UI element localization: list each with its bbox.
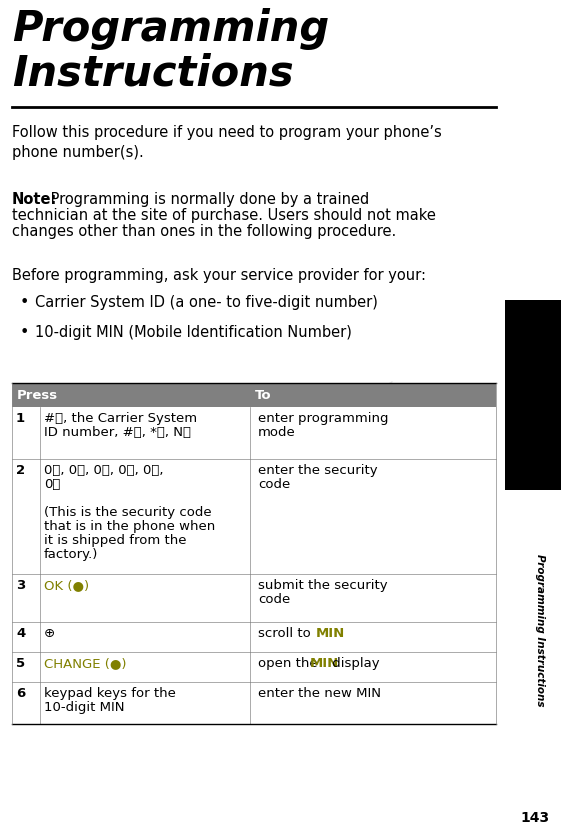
Text: 3: 3 bbox=[16, 579, 25, 592]
Bar bbox=[12, 407, 496, 459]
Text: Programming Instructions: Programming Instructions bbox=[535, 554, 545, 706]
Text: mode: mode bbox=[258, 426, 296, 439]
Bar bbox=[12, 682, 496, 724]
Text: Carrier System ID (a one- to five-digit number): Carrier System ID (a one- to five-digit … bbox=[35, 295, 378, 310]
Text: enter the new MIN: enter the new MIN bbox=[258, 687, 381, 700]
Text: submit the security: submit the security bbox=[258, 579, 388, 592]
Bar bbox=[12, 574, 496, 622]
Text: 10-digit MIN (Mobile Identification Number): 10-digit MIN (Mobile Identification Numb… bbox=[35, 325, 352, 340]
Text: •: • bbox=[20, 325, 30, 340]
Text: code: code bbox=[258, 478, 290, 491]
Text: 5: 5 bbox=[16, 657, 25, 670]
Bar bbox=[12, 383, 496, 407]
Text: 2: 2 bbox=[16, 464, 25, 477]
Text: •: • bbox=[20, 295, 30, 310]
Text: #⃝, the Carrier System: #⃝, the Carrier System bbox=[44, 412, 197, 425]
Text: Before programming, ask your service provider for your:: Before programming, ask your service pro… bbox=[12, 268, 426, 283]
Text: 1: 1 bbox=[16, 412, 25, 425]
Text: (This is the security code: (This is the security code bbox=[44, 506, 211, 519]
Text: open the: open the bbox=[258, 657, 322, 670]
Text: code: code bbox=[258, 593, 290, 606]
Text: 0⃝: 0⃝ bbox=[44, 478, 60, 491]
Text: ID number, #⃝, *⃝, N⃝: ID number, #⃝, *⃝, N⃝ bbox=[44, 426, 191, 439]
Text: Programming: Programming bbox=[12, 8, 329, 50]
Text: keypad keys for the: keypad keys for the bbox=[44, 687, 176, 700]
Text: ⊕: ⊕ bbox=[44, 627, 55, 640]
Bar bbox=[12, 459, 496, 574]
Text: enter programming: enter programming bbox=[258, 412, 389, 425]
Text: Follow this procedure if you need to program your phone’s
phone number(s).: Follow this procedure if you need to pro… bbox=[12, 125, 442, 160]
Text: PRELIMINARY: PRELIMINARY bbox=[43, 377, 417, 623]
Text: Programming is normally done by a trained: Programming is normally done by a traine… bbox=[46, 192, 370, 207]
Text: display: display bbox=[328, 657, 379, 670]
Text: that is in the phone when: that is in the phone when bbox=[44, 520, 215, 533]
Bar bbox=[12, 652, 496, 682]
Text: 10-digit MIN: 10-digit MIN bbox=[44, 701, 124, 714]
Text: Instructions: Instructions bbox=[12, 52, 293, 94]
Text: 143: 143 bbox=[521, 811, 550, 825]
Bar bbox=[505, 300, 561, 490]
Text: OK (●): OK (●) bbox=[44, 579, 89, 592]
Text: it is shipped from the: it is shipped from the bbox=[44, 534, 187, 547]
Bar bbox=[12, 622, 496, 652]
Text: changes other than ones in the following procedure.: changes other than ones in the following… bbox=[12, 223, 396, 238]
Text: Press: Press bbox=[17, 388, 58, 402]
Text: MIN: MIN bbox=[310, 657, 339, 670]
Text: Note:: Note: bbox=[12, 192, 58, 207]
Text: technician at the site of purchase. Users should not make: technician at the site of purchase. User… bbox=[12, 208, 436, 222]
Text: scroll to: scroll to bbox=[258, 627, 315, 640]
Text: factory.): factory.) bbox=[44, 548, 98, 561]
Text: 0⃝, 0⃝, 0⃝, 0⃝, 0⃝,: 0⃝, 0⃝, 0⃝, 0⃝, 0⃝, bbox=[44, 464, 163, 477]
Text: MIN: MIN bbox=[316, 627, 345, 640]
Text: 4: 4 bbox=[16, 627, 25, 640]
Text: CHANGE (●): CHANGE (●) bbox=[44, 657, 127, 670]
Text: enter the security: enter the security bbox=[258, 464, 378, 477]
Text: 6: 6 bbox=[16, 687, 25, 700]
Text: To: To bbox=[255, 388, 272, 402]
